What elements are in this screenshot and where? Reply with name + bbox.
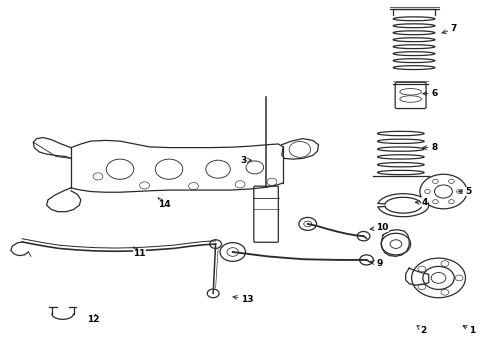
- Text: 4: 4: [416, 198, 428, 207]
- Text: 8: 8: [423, 143, 438, 152]
- Text: 10: 10: [370, 223, 389, 232]
- Text: 9: 9: [370, 259, 383, 268]
- Text: 2: 2: [417, 325, 427, 335]
- Text: 12: 12: [87, 315, 100, 324]
- Text: 14: 14: [158, 197, 171, 209]
- Text: 11: 11: [133, 247, 146, 258]
- Text: 7: 7: [442, 24, 457, 33]
- Text: 6: 6: [423, 89, 438, 98]
- Text: 1: 1: [463, 326, 476, 335]
- Text: 5: 5: [459, 187, 472, 196]
- Text: 13: 13: [233, 295, 254, 304]
- Text: 3: 3: [240, 156, 251, 165]
